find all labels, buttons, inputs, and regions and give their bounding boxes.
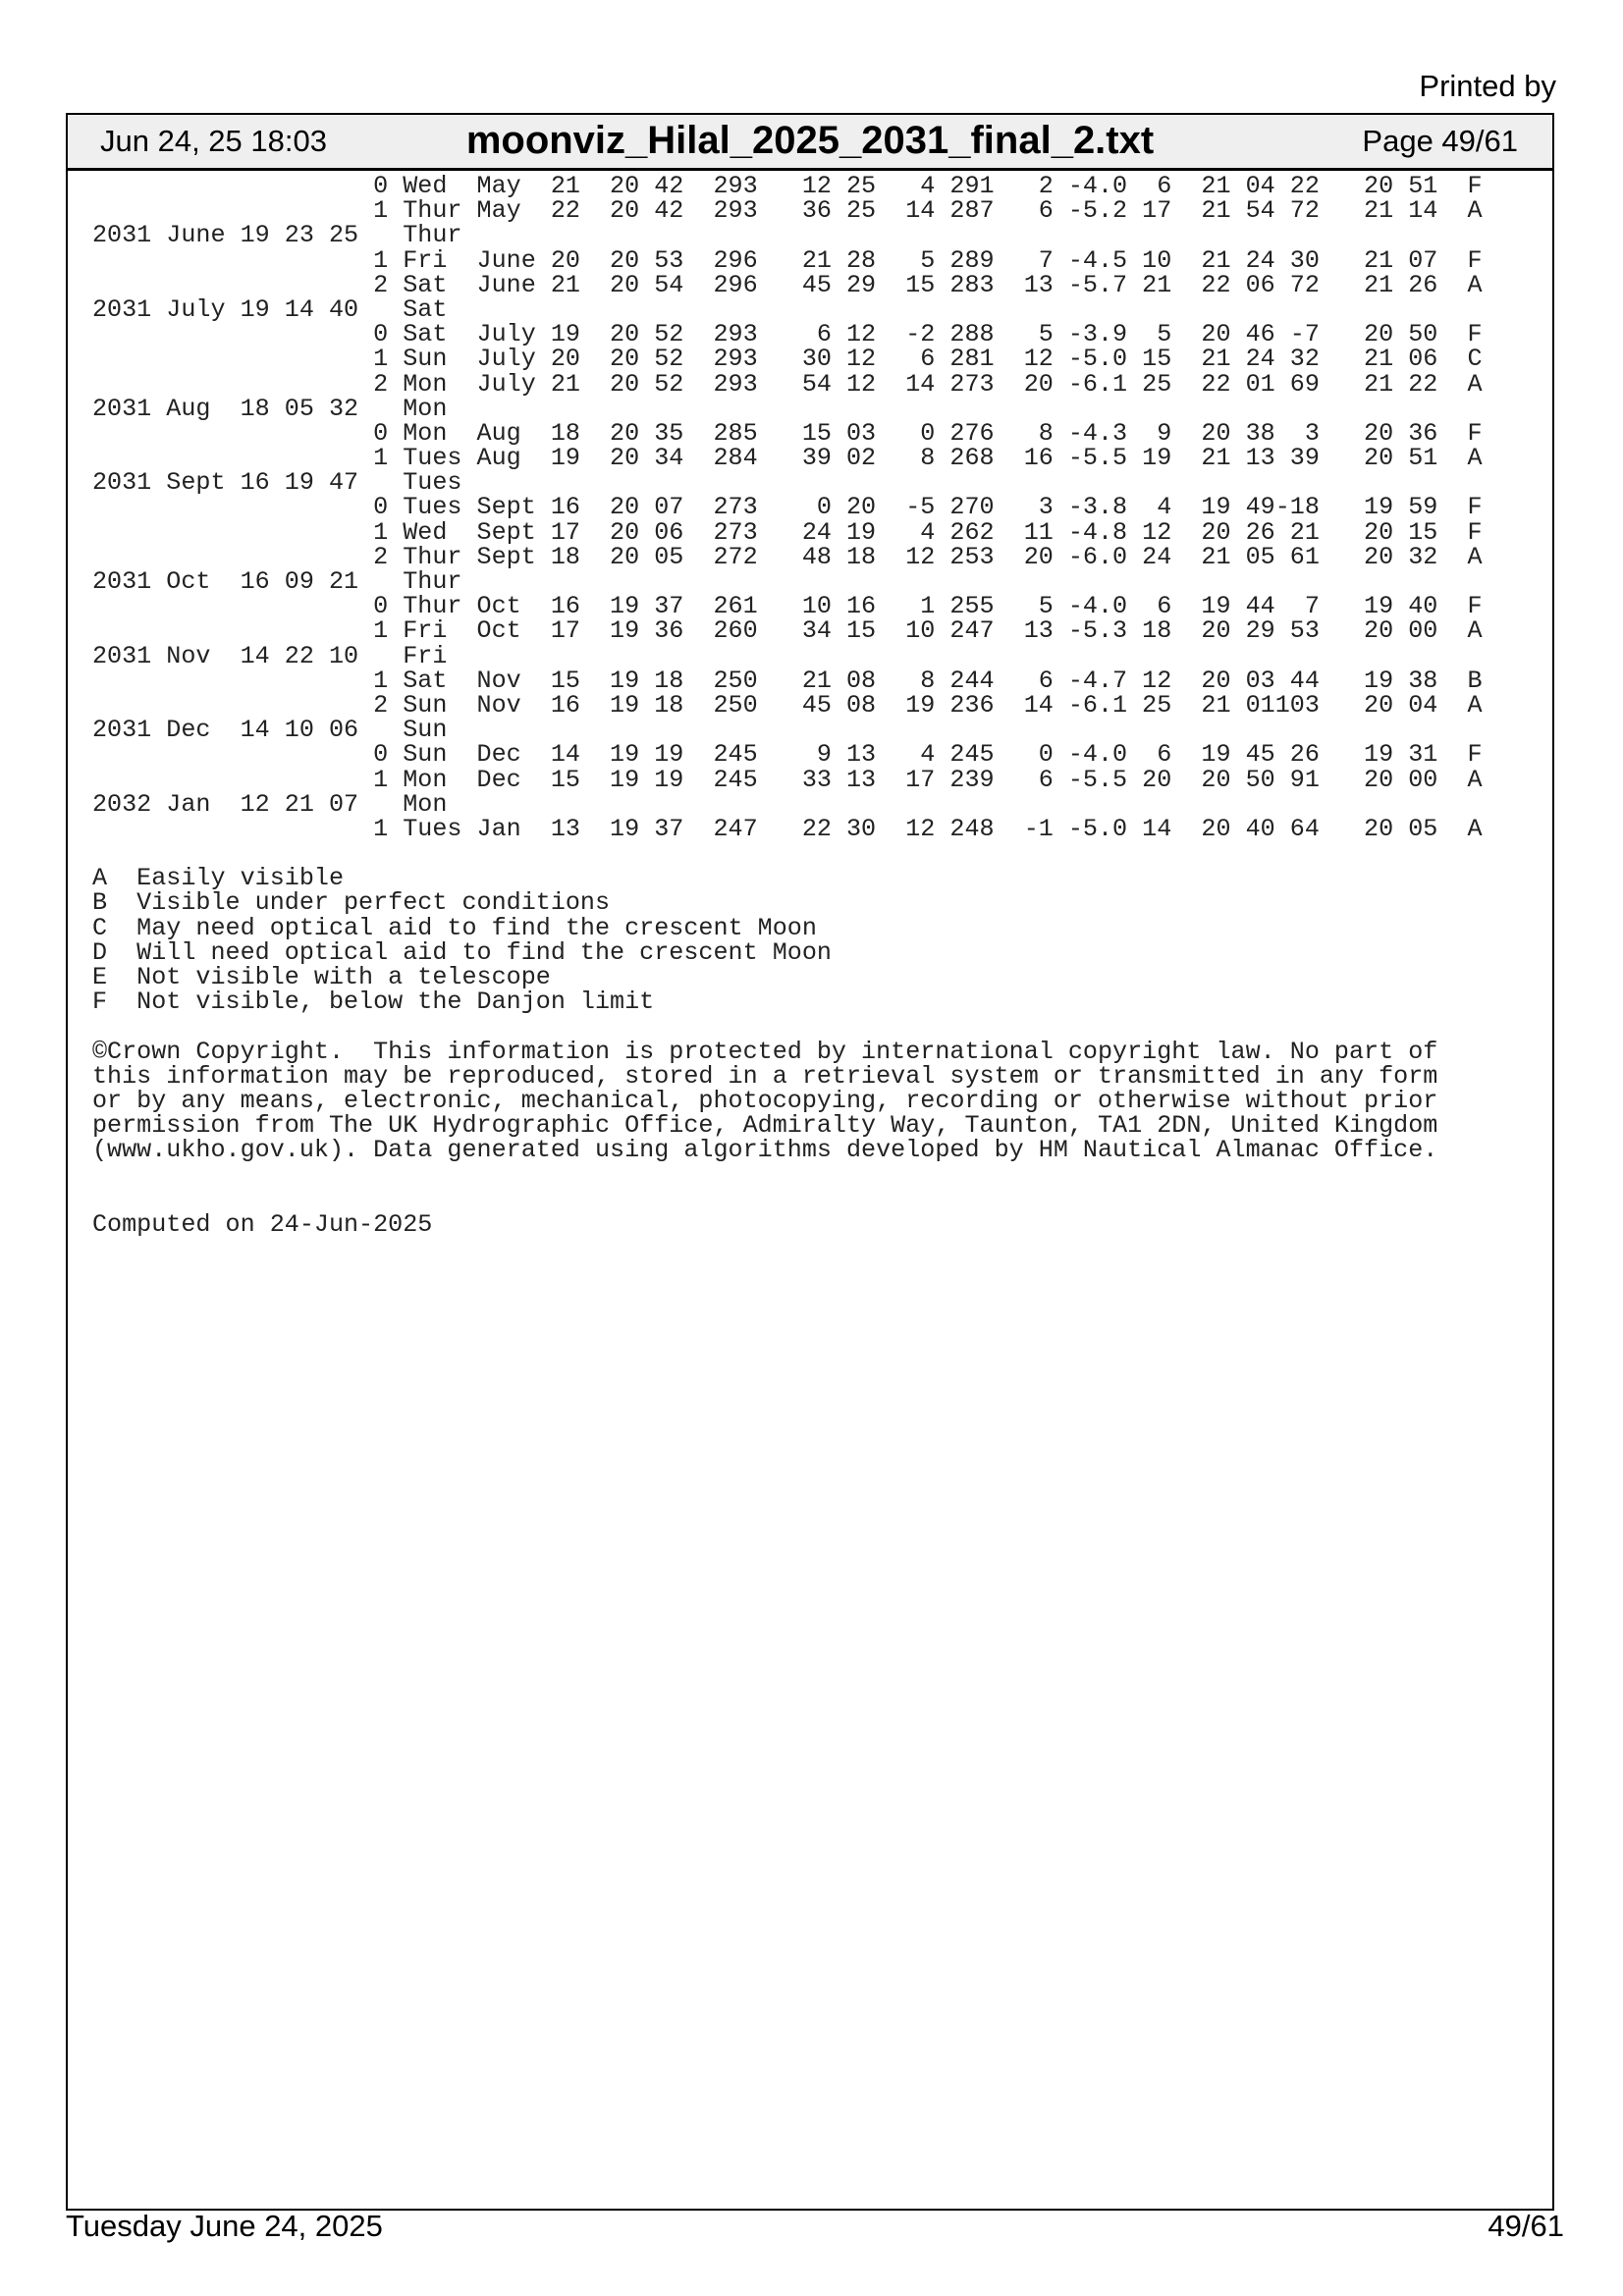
page-frame: Jun 24, 25 18:03 moonviz_Hilal_2025_2031… xyxy=(66,113,1554,2211)
table-row: 1 Wed Sept 17 20 06 273 24 19 4 262 11 -… xyxy=(92,517,1483,547)
table-row: 2 Sat June 21 20 54 296 45 29 15 283 13 … xyxy=(92,270,1483,299)
table-row: 0 Sun Dec 14 19 19 245 9 13 4 245 0 -4.0… xyxy=(92,740,1483,770)
table-row: 0 Wed May 21 20 42 293 12 25 4 291 2 -4.… xyxy=(92,172,1483,200)
new-moon-row: 2031 June 19 23 25 Thur xyxy=(92,221,462,250)
table-row: 1 Mon Dec 15 19 19 245 33 13 17 239 6 -5… xyxy=(92,765,1483,794)
blank-line xyxy=(92,1163,1483,1188)
new-moon-row: 2031 Aug 18 05 32 Mon xyxy=(92,394,448,423)
printed-by-label: Printed by xyxy=(1419,69,1556,103)
footer-date: Tuesday June 24, 2025 xyxy=(66,2209,383,2243)
new-moon-row: 2031 Oct 16 09 21 Thur xyxy=(92,567,462,596)
legend-item: F Not visible, below the Danjon limit xyxy=(92,988,655,1017)
table-row: 1 Sat Nov 15 19 18 250 21 08 8 244 6 -4.… xyxy=(92,666,1483,695)
table-row: 0 Tues Sept 16 20 07 273 0 20 -5 270 3 -… xyxy=(92,493,1483,522)
new-moon-row: 2031 Nov 14 22 10 Fri xyxy=(92,641,448,670)
legend-item: C May need optical aid to find the cresc… xyxy=(92,913,817,942)
blank-line xyxy=(92,841,1483,866)
table-row: 1 Sun July 20 20 52 293 30 12 6 281 12 -… xyxy=(92,345,1483,374)
table-row: 0 Sat July 19 20 52 293 6 12 -2 288 5 -3… xyxy=(92,320,1483,349)
legend-item: D Will need optical aid to find the cres… xyxy=(92,937,832,967)
table-row: 2 Thur Sept 18 20 05 272 48 18 12 253 20… xyxy=(92,542,1483,571)
copyright-line: or by any means, electronic, mechanical,… xyxy=(92,1086,1438,1115)
table-row: 2 Sun Nov 16 19 18 250 45 08 19 236 14 -… xyxy=(92,690,1483,720)
header-page-number: Page 49/61 xyxy=(1362,124,1518,158)
blank-line xyxy=(92,1014,1483,1039)
legend-item: A Easily visible xyxy=(92,864,344,893)
copyright-line: (www.ukho.gov.uk). Data generated using … xyxy=(92,1136,1438,1165)
table-row: 1 Fri Oct 17 19 36 260 34 15 10 247 13 -… xyxy=(92,616,1483,646)
legend-item: B Visible under perfect conditions xyxy=(92,888,611,918)
new-moon-row: 2031 Sept 16 19 47 Tues xyxy=(92,468,462,498)
computed-date: Computed on 24-Jun-2025 xyxy=(92,1209,433,1239)
copyright-line: permission from The UK Hydrographic Offi… xyxy=(92,1111,1438,1141)
document-body: 0 Wed May 21 20 42 293 12 25 4 291 2 -4.… xyxy=(92,174,1483,1237)
footer-page-number: 49/61 xyxy=(1488,2209,1564,2243)
header-date: Jun 24, 25 18:03 xyxy=(100,124,327,158)
page-title: moonviz_Hilal_2025_2031_final_2.txt xyxy=(465,119,1155,162)
new-moon-row: 2032 Jan 12 21 07 Mon xyxy=(92,789,448,819)
legend-item: E Not visible with a telescope xyxy=(92,963,551,991)
table-row: 0 Thur Oct 16 19 37 261 10 16 1 255 5 -4… xyxy=(92,592,1483,621)
new-moon-row: 2031 July 19 14 40 Sat xyxy=(92,294,448,324)
table-row: 1 Tues Aug 19 20 34 284 39 02 8 268 16 -… xyxy=(92,444,1483,473)
copyright-line: ©Crown Copyright. This information is pr… xyxy=(92,1037,1438,1066)
new-moon-row: 2031 Dec 14 10 06 Sun xyxy=(92,716,448,745)
table-row: 2 Mon July 21 20 52 293 54 12 14 273 20 … xyxy=(92,369,1483,399)
table-row: 1 Fri June 20 20 53 296 21 28 5 289 7 -4… xyxy=(92,245,1483,275)
copyright-line: this information may be reproduced, stor… xyxy=(92,1061,1438,1091)
blank-line xyxy=(92,1188,1483,1212)
table-row: 0 Mon Aug 18 20 35 285 15 03 0 276 8 -4.… xyxy=(92,418,1483,448)
table-row: 1 Thur May 22 20 42 293 36 25 14 287 6 -… xyxy=(92,196,1483,226)
table-row: 1 Tues Jan 13 19 37 247 22 30 12 248 -1 … xyxy=(92,814,1483,843)
page-header: Jun 24, 25 18:03 moonviz_Hilal_2025_2031… xyxy=(68,115,1552,171)
